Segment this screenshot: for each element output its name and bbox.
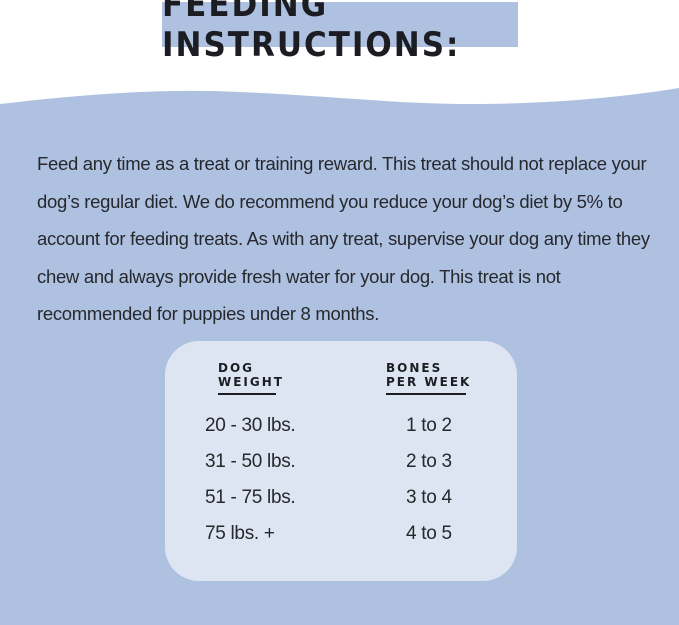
weight-cell: 75 lbs. + bbox=[205, 523, 275, 544]
weight-cell: 31 - 50 lbs. bbox=[205, 451, 296, 472]
bones-header-line1: BONES bbox=[386, 361, 443, 375]
weight-cell: 51 - 75 lbs. bbox=[205, 487, 296, 508]
bones-header-line2: PER WEEK bbox=[386, 375, 472, 389]
table-row: 75 lbs. + 4 to 5 bbox=[165, 523, 517, 559]
weight-cell: 20 - 30 lbs. bbox=[205, 415, 296, 436]
page-title: FEEDING INSTRUCTIONS: bbox=[162, 0, 461, 65]
table-row: 20 - 30 lbs. 1 to 2 bbox=[165, 415, 517, 451]
table-rows: 20 - 30 lbs. 1 to 2 31 - 50 lbs. 2 to 3 … bbox=[165, 415, 517, 559]
dog-weight-header-line1: DOG bbox=[218, 361, 255, 375]
header-underline bbox=[386, 393, 466, 395]
title-banner: FEEDING INSTRUCTIONS: bbox=[162, 0, 518, 64]
table-row: 31 - 50 lbs. 2 to 3 bbox=[165, 451, 517, 487]
bones-per-week-header: BONES PER WEEK bbox=[386, 361, 471, 395]
table-row: 51 - 75 lbs. 3 to 4 bbox=[165, 487, 517, 523]
bones-cell: 2 to 3 bbox=[406, 451, 452, 472]
bones-cell: 4 to 5 bbox=[406, 523, 452, 544]
bones-cell: 1 to 2 bbox=[406, 415, 452, 436]
header-underline bbox=[218, 393, 276, 395]
feeding-table: DOG WEIGHT BONES PER WEEK 20 - 30 lbs. 1… bbox=[165, 341, 517, 581]
feeding-description: Feed any time as a treat or training rew… bbox=[37, 153, 650, 324]
dog-weight-header: DOG WEIGHT bbox=[218, 361, 284, 395]
bones-cell: 3 to 4 bbox=[406, 487, 452, 508]
dog-weight-header-line2: WEIGHT bbox=[218, 375, 284, 389]
